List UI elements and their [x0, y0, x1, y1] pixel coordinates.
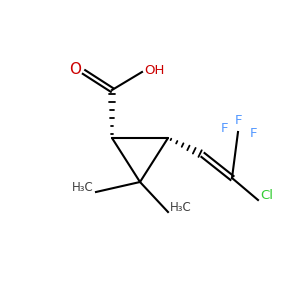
Text: H₃C: H₃C: [170, 201, 192, 214]
Text: Cl: Cl: [260, 189, 273, 202]
Text: F: F: [250, 127, 257, 140]
Text: OH: OH: [144, 64, 164, 76]
Text: F: F: [235, 114, 243, 127]
Text: F: F: [220, 122, 228, 135]
Text: O: O: [69, 62, 81, 77]
Text: H₃C: H₃C: [72, 181, 94, 194]
